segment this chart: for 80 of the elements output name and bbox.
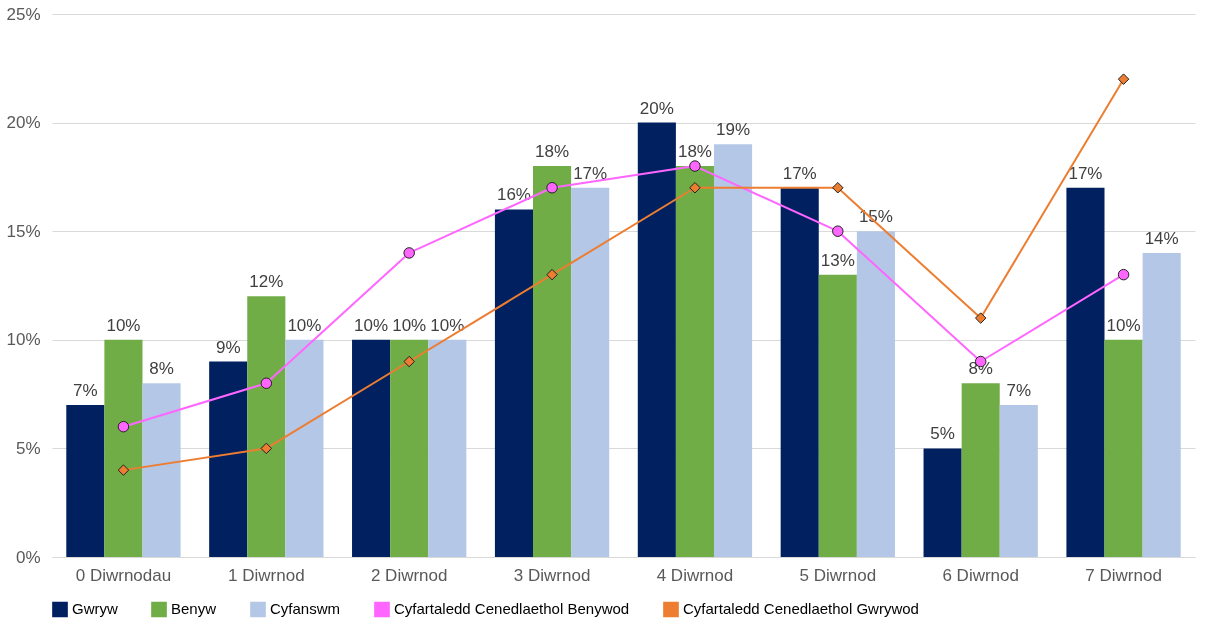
data-label: 10% <box>287 315 322 335</box>
data-label: 10% <box>106 315 141 335</box>
point <box>117 464 130 476</box>
legend-label: Cyfanswm <box>270 600 341 618</box>
point <box>974 312 987 324</box>
data-label: 10% <box>392 315 427 335</box>
data-label: 13% <box>820 250 855 270</box>
point <box>403 355 415 368</box>
data-label: 14% <box>1144 228 1179 248</box>
data-label: 16% <box>496 185 531 205</box>
bar <box>390 339 429 557</box>
bar <box>533 166 572 557</box>
bar <box>209 361 248 557</box>
x-tick-label: 0 Diwrnodau <box>75 565 172 585</box>
bar <box>923 448 962 557</box>
data-label: 7% <box>1006 380 1032 400</box>
y-tick-label: 0% <box>15 547 41 567</box>
legend-label: Cyfartaledd Cenedlaethol Benywod <box>394 600 630 618</box>
data-label: 18% <box>535 142 570 162</box>
data-label: 17% <box>782 163 817 183</box>
data-label: 17% <box>1068 163 1103 183</box>
bar <box>428 339 467 557</box>
point <box>689 160 701 172</box>
point <box>260 377 273 389</box>
bar <box>142 383 181 557</box>
bar <box>818 274 857 557</box>
x-tick-label: 3 Diwrnod <box>513 565 591 585</box>
data-label: 10% <box>354 315 389 335</box>
bar <box>66 404 105 557</box>
y-tick-label: 15% <box>6 221 41 241</box>
bar <box>1142 252 1181 557</box>
x-tick-label: 2 Diwrnod <box>370 565 448 585</box>
point <box>546 268 558 281</box>
point <box>546 182 558 194</box>
data-label: 18% <box>677 142 712 162</box>
x-tick-label: 4 Diwrnod <box>656 565 734 585</box>
bar <box>999 404 1038 557</box>
x-tick-label: 1 Diwrnod <box>228 565 305 585</box>
point <box>260 442 273 455</box>
legend-label: Benyw <box>171 600 217 618</box>
bar <box>780 187 819 557</box>
bar <box>571 187 610 557</box>
x-tick-label: 7 Diwrnod <box>1085 565 1162 585</box>
bar <box>352 339 391 557</box>
data-label: 10% <box>430 315 465 335</box>
x-tick-label: 6 Diwrnod <box>942 565 1019 585</box>
y-tick-label: 5% <box>15 438 41 458</box>
point <box>832 225 844 237</box>
data-label: 5% <box>930 424 955 444</box>
point <box>689 182 701 194</box>
point <box>117 420 130 433</box>
data-label: 12% <box>249 272 284 292</box>
data-label: 17% <box>573 163 608 183</box>
data-label: 19% <box>716 120 751 140</box>
data-label: 10% <box>1106 315 1141 335</box>
y-tick-label: 20% <box>6 113 41 133</box>
x-tick-label: 5 Diwrnod <box>799 565 877 585</box>
point <box>403 247 415 259</box>
point <box>1117 73 1130 85</box>
bar <box>637 122 676 557</box>
bar <box>713 144 753 557</box>
data-label: 7% <box>73 380 98 400</box>
data-label: 20% <box>639 98 674 118</box>
legend-label: Cyfartaledd Cenedlaethol Gwrywod <box>683 600 919 618</box>
data-label: 8% <box>149 359 174 379</box>
bar <box>1066 187 1105 557</box>
point <box>832 182 844 194</box>
bar <box>285 339 324 557</box>
bar <box>961 383 1000 557</box>
y-tick-label: 25% <box>6 4 41 24</box>
bar <box>1104 339 1143 557</box>
data-label: 9% <box>215 337 241 357</box>
bar <box>247 296 286 557</box>
bar <box>104 339 143 557</box>
bar <box>675 166 714 557</box>
bar <box>856 231 895 557</box>
point <box>1117 268 1130 281</box>
legend-label: Gwryw <box>72 600 118 618</box>
y-tick-label: 10% <box>6 330 41 350</box>
bar <box>494 209 534 557</box>
